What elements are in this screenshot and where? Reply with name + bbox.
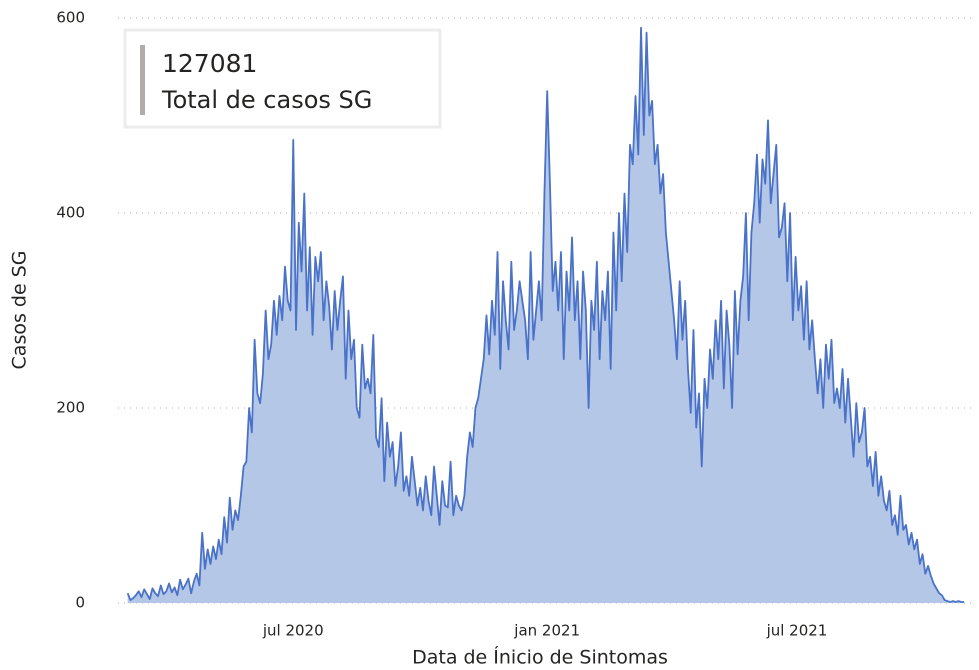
line (126, 26, 964, 603)
kpi-label: Total de casos SG (161, 86, 372, 114)
y-tick-label: 600 (56, 9, 85, 27)
x-axis-title: Data de Ínicio de Sintomas (412, 646, 668, 669)
kpi-accent (140, 45, 145, 115)
area (127, 27, 964, 603)
x-tick-label: jul 2021 (766, 622, 828, 640)
x-tick-label: jul 2020 (262, 622, 324, 640)
y-tick-label: 200 (56, 399, 85, 417)
y-tick-label: 400 (56, 204, 85, 222)
plot (126, 26, 964, 603)
y-axis-title: Casos de SG (9, 251, 31, 370)
x-tick-label: jan 2021 (513, 622, 580, 640)
y-tick-label: 0 (75, 594, 85, 612)
kpi-card (123, 28, 442, 129)
kpi-value: 127081 (162, 49, 257, 78)
